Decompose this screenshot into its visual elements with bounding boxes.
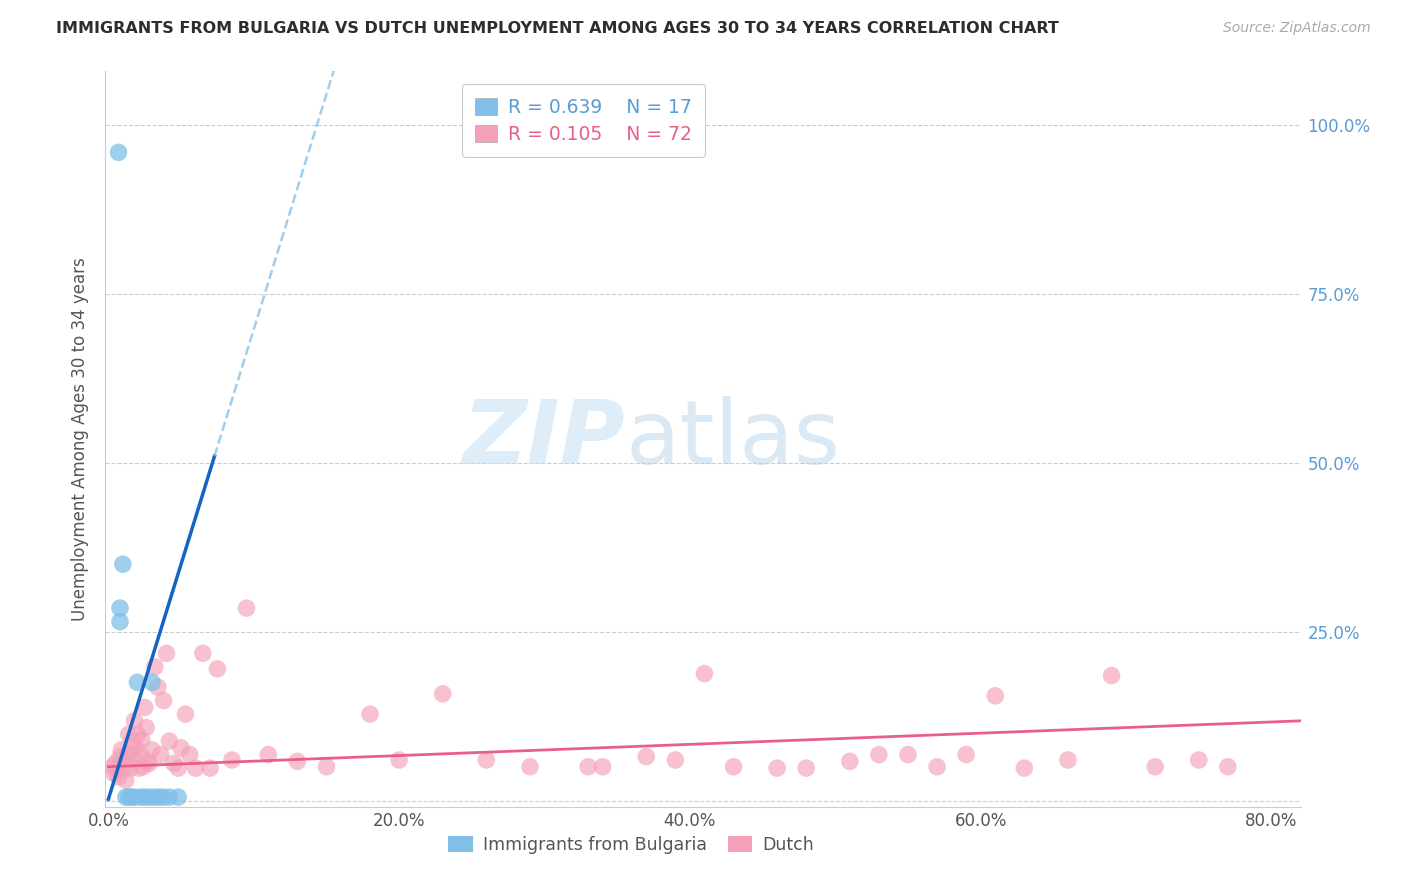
Point: [108, 601, 131, 615]
Point: [221, 753, 243, 767]
Point: [141, 743, 163, 757]
Point: [148, 790, 170, 805]
Point: [155, 646, 177, 660]
Point: [129, 747, 152, 762]
Point: [1144, 760, 1167, 774]
Text: atlas: atlas: [626, 396, 841, 483]
Point: [723, 760, 745, 774]
Point: [121, 747, 143, 762]
Point: [127, 727, 149, 741]
Point: [170, 740, 193, 755]
Point: [118, 727, 141, 741]
Point: [124, 714, 146, 728]
Point: [868, 747, 890, 762]
Point: [838, 755, 860, 769]
Point: [104, 756, 127, 771]
Point: [131, 732, 153, 747]
Point: [359, 707, 381, 722]
Point: [103, 766, 125, 780]
Point: [107, 145, 129, 160]
Point: [1101, 668, 1123, 682]
Point: [105, 763, 128, 777]
Point: [388, 753, 411, 767]
Point: [191, 646, 214, 660]
Point: [134, 700, 156, 714]
Point: [257, 747, 280, 762]
Point: [143, 790, 166, 805]
Y-axis label: Unemployment Among Ages 30 to 34 years: Unemployment Among Ages 30 to 34 years: [72, 258, 90, 621]
Point: [794, 761, 817, 775]
Point: [141, 675, 163, 690]
Point: [108, 749, 131, 764]
Point: [167, 790, 190, 805]
Point: [124, 790, 146, 805]
Text: IMMIGRANTS FROM BULGARIA VS DUTCH UNEMPLOYMENT AMONG AGES 30 TO 34 YEARS CORRELA: IMMIGRANTS FROM BULGARIA VS DUTCH UNEMPL…: [56, 21, 1059, 36]
Point: [1216, 760, 1239, 774]
Point: [107, 770, 129, 784]
Point: [112, 755, 135, 769]
Point: [127, 675, 149, 690]
Point: [285, 755, 308, 769]
Point: [766, 761, 789, 775]
Point: [114, 773, 136, 788]
Point: [135, 721, 157, 735]
Point: [984, 689, 1007, 703]
Point: [592, 760, 614, 774]
Point: [174, 707, 197, 722]
Point: [114, 790, 136, 805]
Point: [184, 761, 207, 775]
Point: [179, 747, 201, 762]
Point: [519, 760, 541, 774]
Point: [128, 761, 150, 775]
Point: [152, 790, 174, 805]
Point: [110, 743, 132, 757]
Text: Source: ZipAtlas.com: Source: ZipAtlas.com: [1223, 21, 1371, 35]
Point: [129, 790, 152, 805]
Point: [122, 734, 145, 748]
Point: [136, 755, 159, 769]
Point: [475, 753, 498, 767]
Point: [925, 760, 948, 774]
Point: [125, 740, 148, 755]
Point: [118, 790, 141, 805]
Point: [157, 734, 180, 748]
Point: [235, 601, 257, 615]
Point: [149, 747, 172, 762]
Point: [132, 760, 155, 774]
Point: [576, 760, 599, 774]
Point: [432, 687, 454, 701]
Point: [117, 747, 139, 762]
Point: [134, 790, 156, 805]
Point: [111, 761, 134, 775]
Point: [157, 790, 180, 805]
Point: [111, 558, 134, 572]
Point: [146, 680, 169, 694]
Point: [163, 756, 186, 771]
Point: [198, 761, 221, 775]
Point: [636, 749, 658, 764]
Point: [120, 761, 142, 775]
Point: [108, 615, 131, 629]
Point: [1014, 761, 1036, 775]
Point: [897, 747, 920, 762]
Point: [664, 753, 686, 767]
Point: [955, 747, 977, 762]
Point: [1057, 753, 1080, 767]
Point: [207, 662, 229, 676]
Point: [121, 790, 143, 805]
Point: [693, 666, 716, 681]
Point: [315, 760, 337, 774]
Legend: Immigrants from Bulgaria, Dutch: Immigrants from Bulgaria, Dutch: [441, 830, 821, 861]
Point: [1188, 753, 1211, 767]
Point: [152, 693, 174, 707]
Point: [143, 660, 166, 674]
Point: [138, 790, 160, 805]
Point: [167, 761, 190, 775]
Point: [138, 756, 160, 771]
Point: [101, 760, 124, 774]
Text: ZIP: ZIP: [463, 396, 626, 483]
